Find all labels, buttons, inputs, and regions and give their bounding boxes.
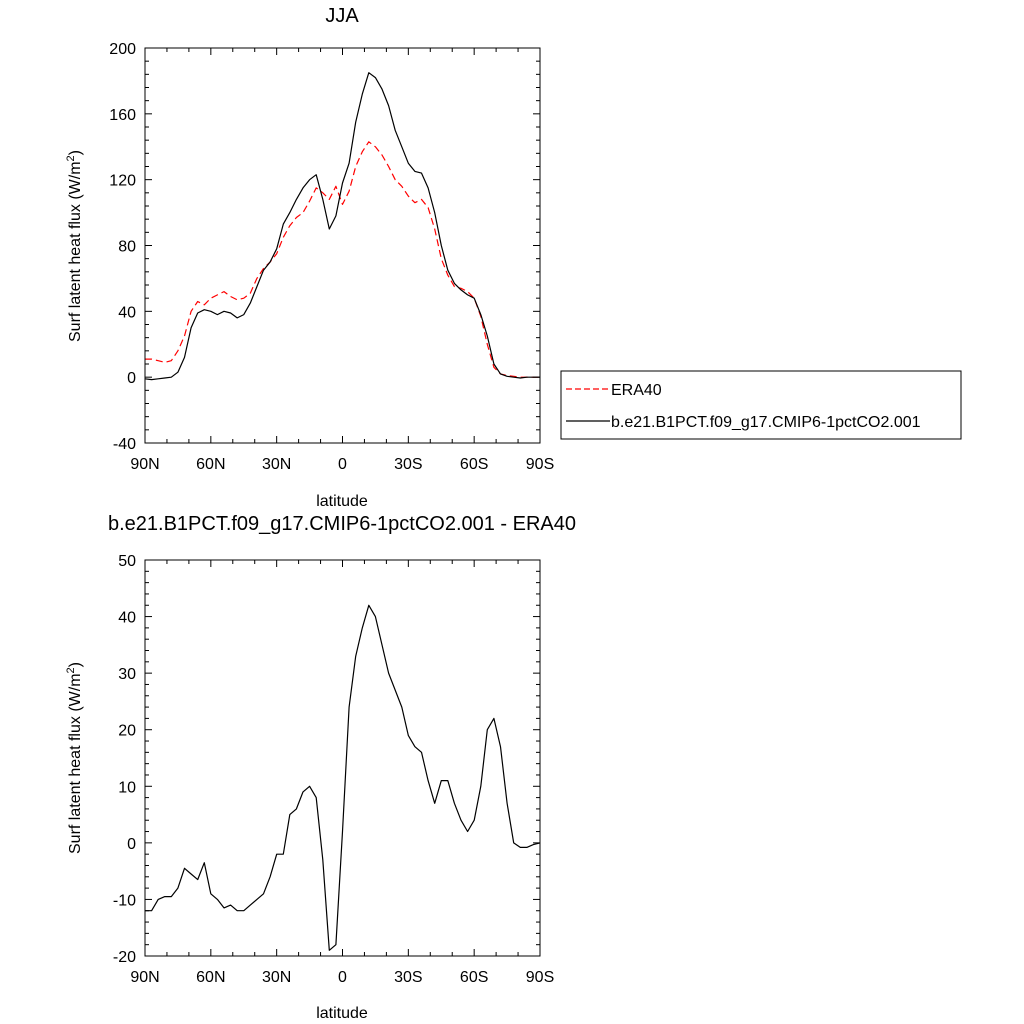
bottom-x-tick-label-2: 30N xyxy=(262,969,291,986)
top-y-tick-label-1: 0 xyxy=(127,370,136,387)
top-panel: JJA 90N 60N 30N 0 30S 60S 90S -40 0 40 80 120 160 200… xyxy=(65,5,554,510)
bottom-x-tick-label-5: 60S xyxy=(460,969,488,986)
bottom-x-tick-label-1: 60N xyxy=(196,969,225,986)
top-y-axis-label: Surf latent heat flux (W/m2) xyxy=(65,150,84,342)
bottom-panel: b.e21.B1PCT.f09_g17.CMIP6-1pctCO2.001 - … xyxy=(65,513,576,1022)
bottom-x-tick-label-0: 90N xyxy=(130,969,159,986)
top-series-line-1 xyxy=(145,141,540,378)
bottom-y-tick-label-5: 30 xyxy=(118,666,136,683)
bottom-x-axis-label: latitude xyxy=(316,1005,368,1022)
bottom-y-tick-label-1: -10 xyxy=(113,892,136,909)
bottom-y-tick-label-0: -20 xyxy=(113,949,136,966)
legend-label-model: b.e21.B1PCT.f09_g17.CMIP6-1pctCO2.001 xyxy=(611,414,921,431)
top-series-line-2 xyxy=(144,72,540,381)
legend-label-era40: ERA40 xyxy=(611,382,662,399)
top-y-tick-label-0: -40 xyxy=(113,436,136,453)
top-y-axis-label-end: ) xyxy=(67,150,84,155)
bottom-y-axis-label-sup: 2 xyxy=(65,667,77,673)
top-y-axis-label-main: Surf latent heat flux (W/m xyxy=(67,161,84,342)
top-y-tick-label-2: 40 xyxy=(118,304,136,321)
bottom-y-tick-label-7: 50 xyxy=(118,553,136,570)
top-y-tick-label-3: 80 xyxy=(118,239,136,256)
bottom-x-tick-label-4: 30S xyxy=(394,969,422,986)
bottom-y-tick-label-4: 20 xyxy=(118,723,136,740)
bottom-x-tick-label-6: 90S xyxy=(526,969,554,986)
bottom-y-tick-label-3: 10 xyxy=(118,779,136,796)
top-x-tick-label-5: 60S xyxy=(460,456,488,473)
top-plot-frame xyxy=(144,47,541,444)
top-x-tick-label-3: 0 xyxy=(338,456,347,473)
bottom-series-line-1 xyxy=(145,604,541,951)
top-title: JJA xyxy=(325,5,359,27)
top-x-axis-label: latitude xyxy=(316,493,368,510)
top-y-axis-label-sup: 2 xyxy=(65,155,77,161)
top-x-tick-label-6: 90S xyxy=(526,456,554,473)
bottom-y-tick-label-2: 0 xyxy=(127,836,136,853)
top-x-tick-label-2: 30N xyxy=(262,456,291,473)
top-x-tick-label-4: 30S xyxy=(394,456,422,473)
bottom-plot-area: 90N 60N 30N 0 30S 60S 90S -20 -10 0 10 20 30 40 50 xyxy=(113,553,554,986)
bottom-title: b.e21.B1PCT.f09_g17.CMIP6-1pctCO2.001 - … xyxy=(108,513,576,535)
bottom-y-axis-label: Surf latent heat flux (W/m2) xyxy=(65,662,84,854)
legend-box xyxy=(560,370,962,440)
top-x-tick-label-0: 90N xyxy=(130,456,159,473)
bottom-y-axis-label-end: ) xyxy=(67,662,84,667)
legend: ERA40 b.e21.B1PCT.f09_g17.CMIP6-1pctCO2.… xyxy=(560,370,962,440)
top-y-tick-label-6: 200 xyxy=(109,41,136,58)
bottom-plot-frame xyxy=(144,559,541,957)
top-x-tick-label-1: 60N xyxy=(196,456,225,473)
top-plot-area: 90N 60N 30N 0 30S 60S 90S -40 0 40 80 120 160 200 xyxy=(109,41,554,473)
bottom-x-tick-label-3: 0 xyxy=(338,969,347,986)
bottom-y-tick-label-6: 40 xyxy=(118,610,136,627)
top-y-tick-label-5: 160 xyxy=(109,107,136,124)
top-y-tick-label-4: 120 xyxy=(109,173,136,190)
bottom-y-axis-label-main: Surf latent heat flux (W/m xyxy=(67,673,84,854)
